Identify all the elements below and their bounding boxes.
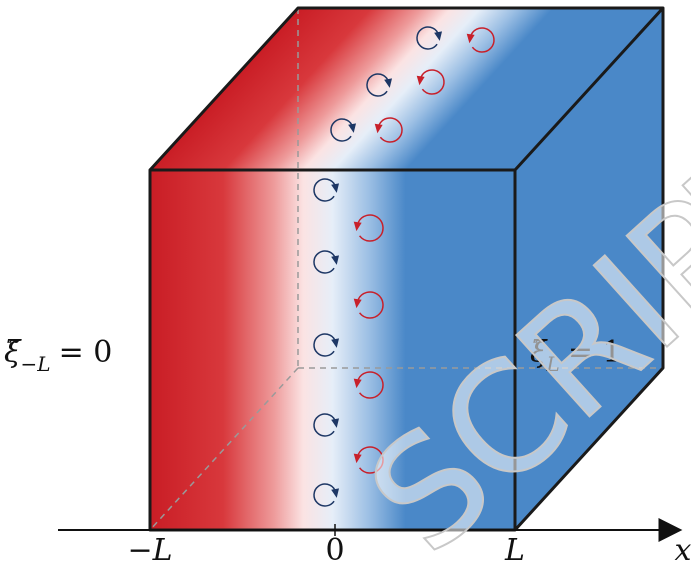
- axis-label: x: [675, 533, 691, 568]
- rhs: = 0: [59, 335, 113, 370]
- symbol: ξ̃: [4, 335, 22, 370]
- left-label: ξ̃−L = 0: [4, 335, 112, 376]
- tick-label: 0: [325, 533, 344, 568]
- subscript: −L: [21, 352, 51, 376]
- diagram: −L 0 L x ξ̃−L= 0 ξ̃L= 1 SCRIPT: [0, 0, 691, 569]
- tick-label: −L: [127, 533, 172, 568]
